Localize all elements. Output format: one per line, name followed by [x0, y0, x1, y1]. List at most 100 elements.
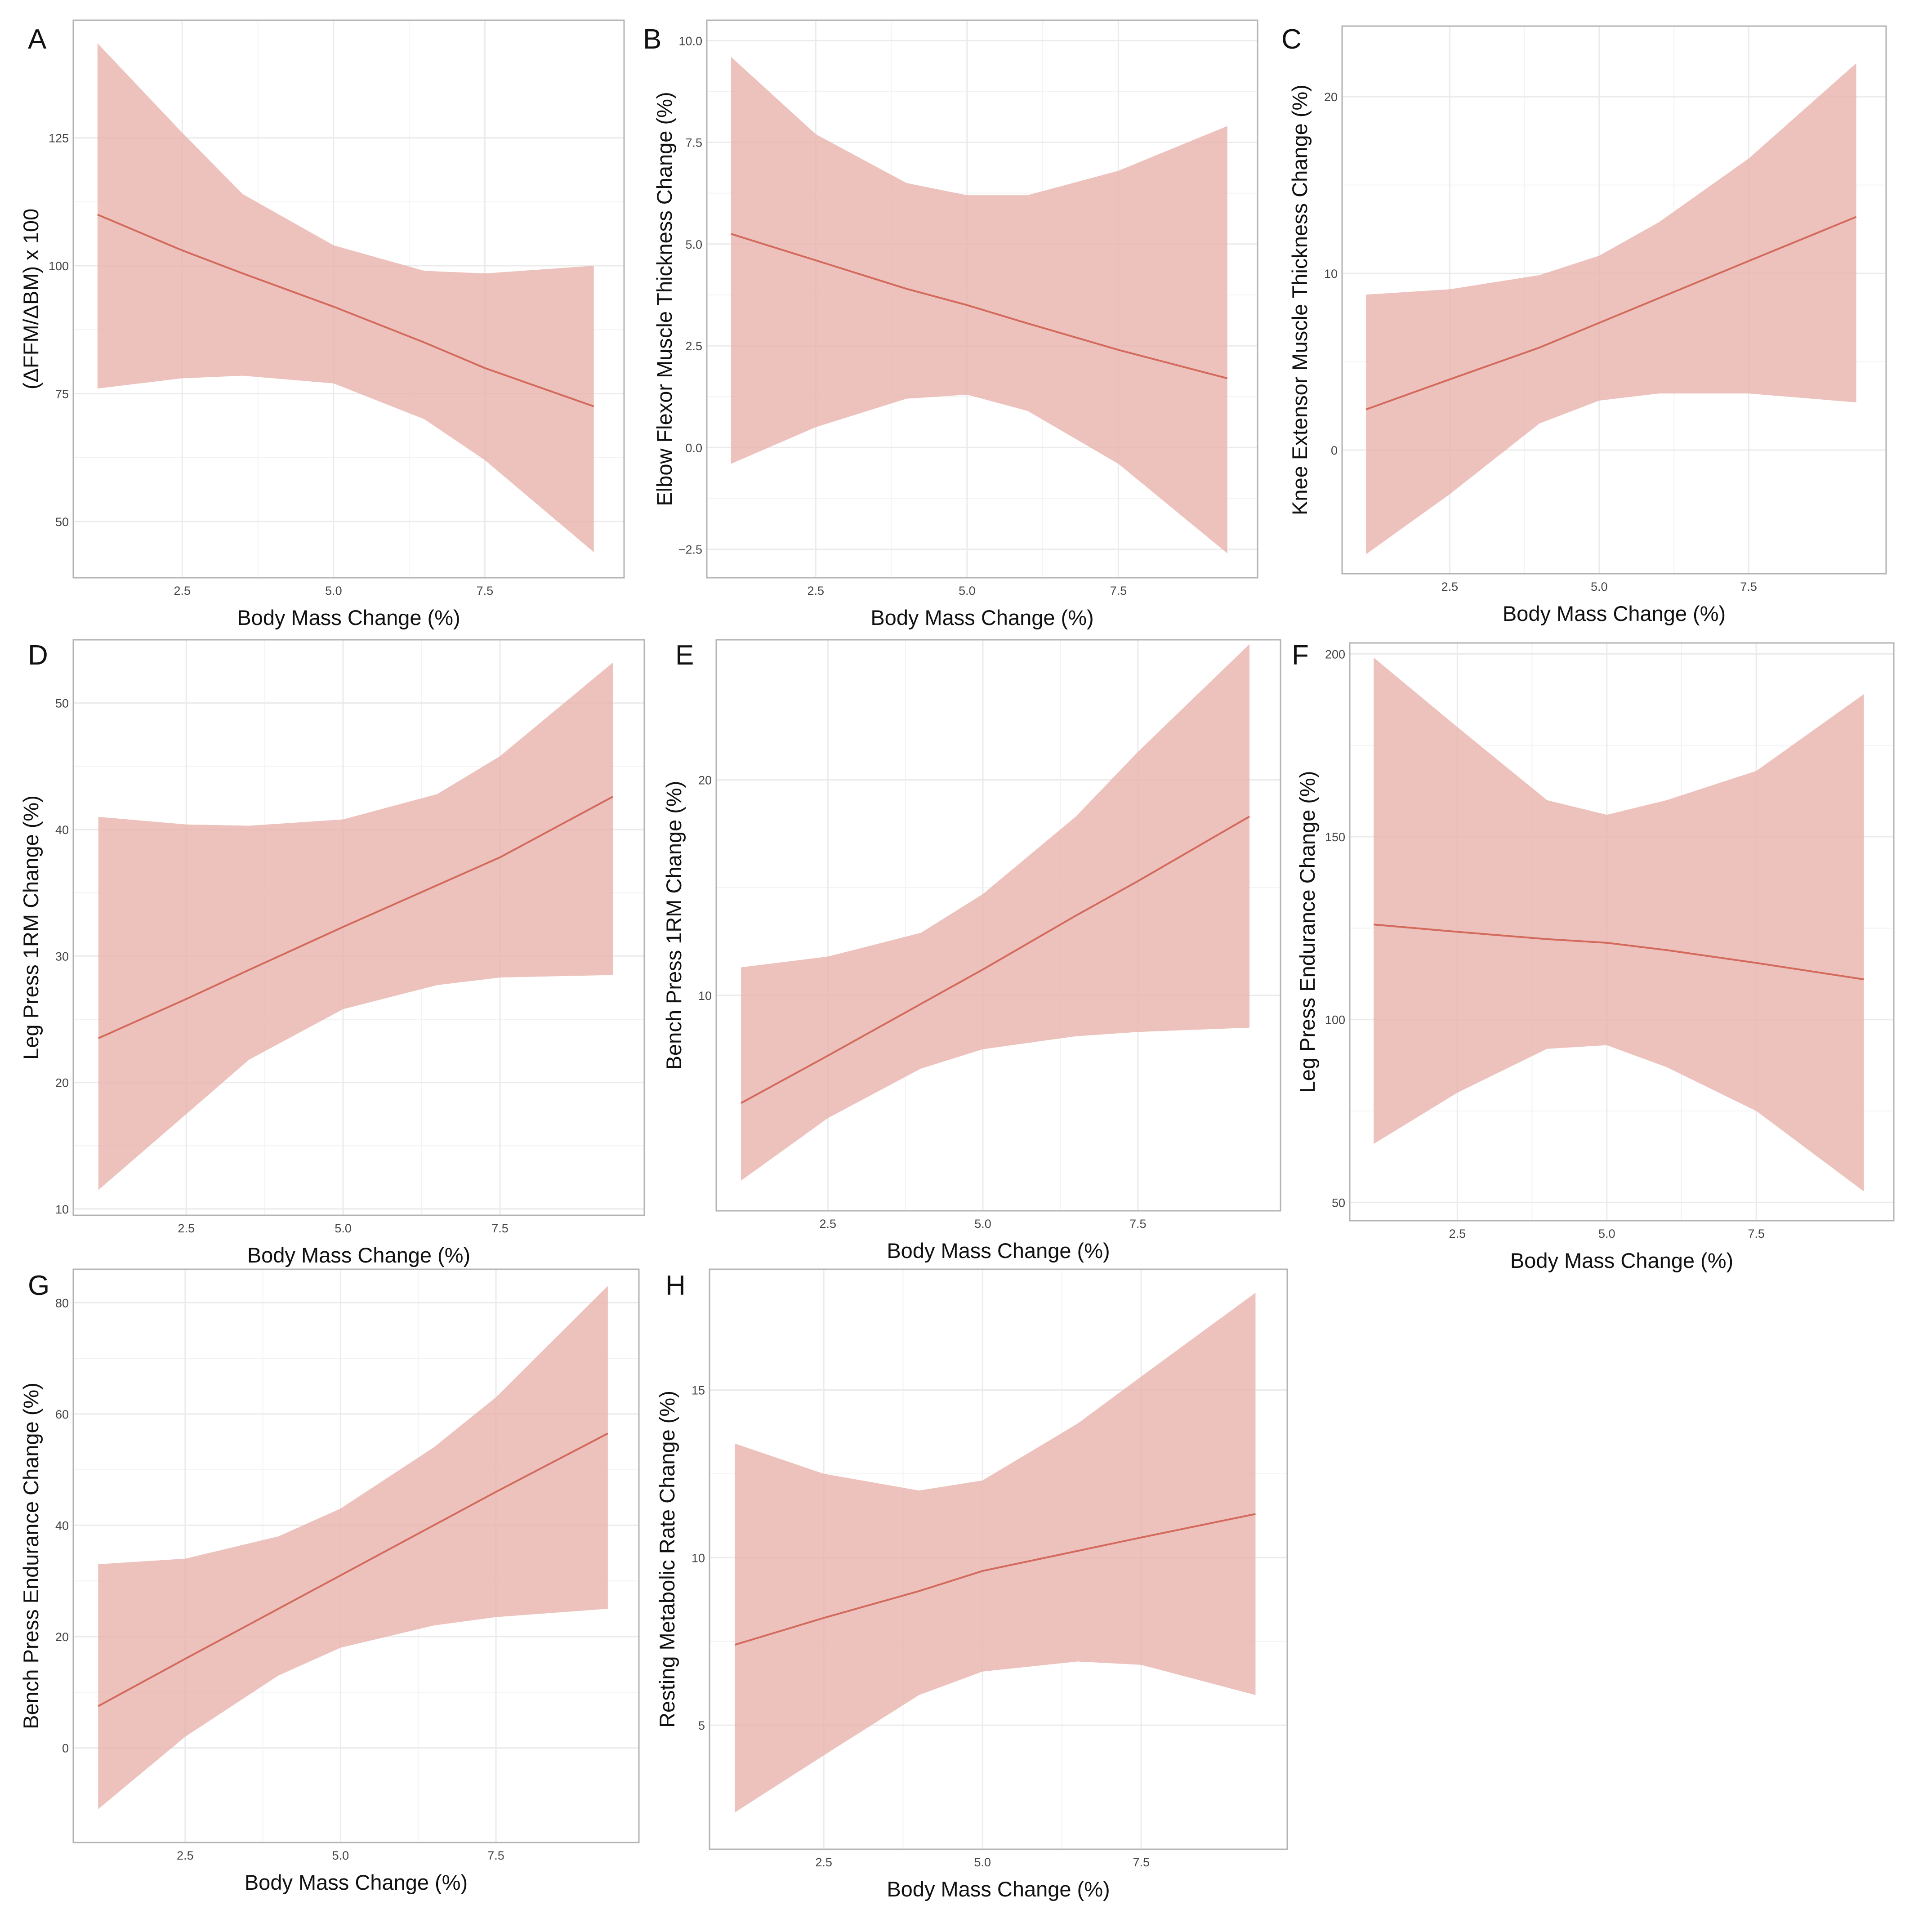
y-tick-label: 30 — [55, 950, 69, 963]
x-tick-label: 2.5 — [819, 1217, 836, 1231]
x-tick-label: 5.0 — [959, 584, 976, 598]
y-tick-label: 50 — [55, 515, 69, 529]
y-axis-title: Bench Press 1RM Change (%) — [662, 781, 686, 1070]
y-tick-label: 150 — [1325, 830, 1345, 844]
y-tick-label: 10 — [698, 989, 712, 1003]
fit-line — [734, 1513, 1256, 1646]
panel-frame — [706, 19, 1258, 579]
x-tick-label: 2.5 — [1441, 580, 1459, 593]
y-tick-label: 10 — [692, 1551, 705, 1565]
panel-letter: F — [1292, 640, 1309, 671]
y-tick-label: 80 — [55, 1296, 69, 1310]
chart-panel-a: 2.5 5.0 7.5 50 75 100 125 Body Mass Change (%) (… — [19, 19, 625, 629]
y-tick-label: 10 — [1324, 267, 1338, 281]
x-axis-title: Body Mass Change (%) — [887, 1877, 1110, 1901]
x-axis-title: Body Mass Change (%) — [870, 606, 1093, 629]
x-tick-label: 5.0 — [1591, 580, 1608, 593]
fit-line — [97, 214, 594, 407]
x-axis-title: Body Mass Change (%) — [1503, 602, 1726, 625]
panel-letter: A — [28, 24, 47, 55]
x-tick-label: 2.5 — [177, 1849, 194, 1862]
x-tick-label: 5.0 — [335, 1222, 352, 1235]
y-tick-label: 200 — [1325, 647, 1345, 661]
chart-panel-f: 2.5 5.0 7.5 50 100 150 200 Body Mass Change (%)… — [1292, 640, 1895, 1272]
panel-frame — [72, 639, 645, 1216]
panel-frame — [72, 19, 625, 579]
x-axis-title: Body Mass Change (%) — [1510, 1249, 1733, 1272]
panel-frame — [1341, 25, 1887, 575]
x-tick-label: 2.5 — [178, 1222, 195, 1235]
fit-line — [741, 816, 1250, 1104]
y-tick-label: 0 — [1331, 444, 1338, 457]
x-tick-label: 7.5 — [477, 584, 494, 598]
y-tick-label: 20 — [55, 1076, 69, 1090]
panel-frame — [1349, 642, 1895, 1222]
x-tick-label: 2.5 — [1449, 1227, 1466, 1240]
y-axis-title: Leg Press 1RM Change (%) — [19, 795, 43, 1060]
y-tick-label: 20 — [698, 774, 712, 787]
chart-panel-b: 2.5 5.0 7.5 −2.5 0.0 2.5 5.0 7.5 10.0 Body Mass C… — [643, 19, 1258, 629]
x-tick-label: 5.0 — [974, 1217, 991, 1231]
y-tick-label: −2.5 — [678, 543, 702, 557]
fit-line — [98, 796, 614, 1039]
y-tick-label: 10 — [55, 1203, 69, 1216]
x-axis-title: Body Mass Change (%) — [245, 1870, 468, 1894]
fit-line — [1374, 924, 1864, 981]
chart-panel-e: 2.5 5.0 7.5 10 20 Body Mass Change (%) Bench P… — [662, 639, 1281, 1263]
panel-letter: G — [28, 1270, 49, 1301]
confidence-band — [731, 57, 1227, 553]
confidence-band — [98, 1286, 608, 1809]
y-tick-label: 125 — [49, 132, 69, 145]
y-tick-label: 50 — [1332, 1196, 1345, 1209]
y-tick-label: 40 — [55, 823, 69, 837]
y-tick-label: 40 — [55, 1519, 69, 1532]
y-tick-label: 0 — [62, 1742, 69, 1755]
panel-letter: H — [665, 1270, 686, 1301]
y-tick-label: 100 — [1325, 1013, 1345, 1027]
chart-panel-h: 2.5 5.0 7.5 5 10 15 Body Mass Change (%) Restin… — [655, 1268, 1288, 1901]
y-tick-label: 2.5 — [685, 339, 702, 353]
y-axis-title: Leg Press Endurance Change (%) — [1295, 771, 1319, 1093]
y-axis-title: Resting Metabolic Rate Change (%) — [655, 1391, 679, 1728]
y-tick-label: 50 — [55, 697, 69, 710]
x-tick-label: 2.5 — [808, 584, 825, 598]
fit-line — [1365, 216, 1857, 410]
chart-panel-d: 2.5 5.0 7.5 10 20 30 40 50 Body Mass Change (%) L… — [19, 639, 645, 1267]
confidence-band — [735, 1293, 1256, 1812]
panel-letter: E — [675, 640, 694, 671]
panel-frame — [72, 1268, 640, 1843]
y-tick-label: 20 — [1324, 90, 1338, 104]
y-tick-label: 20 — [55, 1630, 69, 1644]
y-tick-label: 7.5 — [685, 136, 702, 150]
chart-panel-g: 2.5 5.0 7.5 0 20 40 60 80 Body Mass Change (%) Be… — [19, 1268, 640, 1894]
x-tick-label: 2.5 — [174, 584, 191, 598]
x-tick-label: 7.5 — [491, 1222, 509, 1235]
y-tick-label: 0.0 — [685, 441, 702, 455]
y-tick-label: 5.0 — [685, 238, 702, 251]
panel-letter: C — [1281, 24, 1302, 55]
confidence-band — [1374, 657, 1864, 1191]
y-tick-label: 60 — [55, 1408, 69, 1421]
x-tick-label: 7.5 — [487, 1849, 504, 1862]
fit-line — [98, 1432, 608, 1707]
x-tick-label: 7.5 — [1110, 584, 1127, 598]
y-tick-label: 5 — [698, 1719, 705, 1732]
x-tick-label: 7.5 — [1133, 1856, 1150, 1869]
y-axis-title: Knee Extensor Muscle Thickness Change (%… — [1288, 85, 1312, 515]
x-tick-label: 7.5 — [1740, 580, 1757, 593]
confidence-band — [741, 644, 1250, 1181]
x-tick-label: 7.5 — [1748, 1227, 1765, 1240]
fit-line — [731, 233, 1228, 379]
chart-panel-c: 2.5 5.0 7.5 0 10 20 Body Mass Change (%) Knee E… — [1281, 24, 1887, 625]
x-tick-label: 5.0 — [974, 1856, 991, 1869]
panel-letter: D — [28, 640, 48, 671]
y-axis-title: Elbow Flexor Muscle Thickness Change (%) — [652, 92, 676, 506]
confidence-band — [1366, 63, 1856, 554]
y-axis-title: Bench Press Endurance Change (%) — [19, 1383, 43, 1729]
x-tick-label: 2.5 — [815, 1856, 832, 1869]
x-tick-label: 7.5 — [1129, 1217, 1147, 1231]
y-tick-label: 100 — [49, 259, 69, 273]
x-tick-label: 5.0 — [1598, 1227, 1615, 1240]
y-tick-label: 15 — [692, 1383, 705, 1397]
